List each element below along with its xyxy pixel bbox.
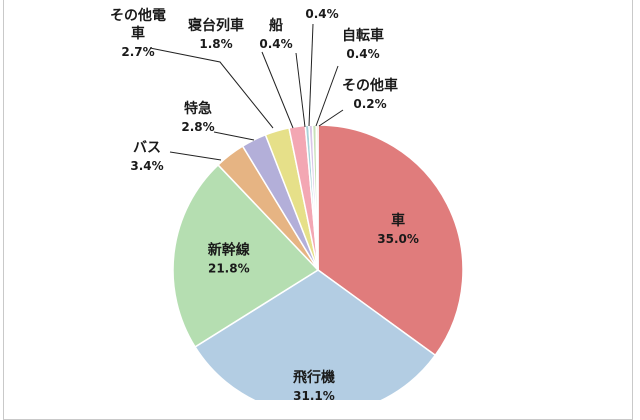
slice-label-name-6: 寝台列車 — [188, 17, 244, 34]
slice-label-value-1: 31.1% — [293, 389, 335, 400]
slice-label-value-5: 2.7% — [121, 45, 154, 59]
pie-chart: 車35.0%飛行機31.1%新幹線21.8%バス3.4%特急2.8%その他電車2… — [110, 7, 464, 400]
slice-label-name-1: 飛行機 — [292, 369, 335, 386]
leader-line-6 — [261, 51, 294, 129]
leader-line-3 — [169, 151, 222, 161]
slice-label-name-3: バス — [133, 140, 161, 156]
slice-label-name-9: 自転車 — [342, 27, 384, 44]
slice-label-value-4: 2.8% — [181, 120, 214, 134]
slice-label-name-5: その他電 — [110, 7, 166, 24]
slice-label-value-10: 0.2% — [353, 97, 386, 111]
slice-label-name-0: 車 — [391, 212, 405, 229]
leader-line-10 — [318, 109, 344, 127]
slice-label-name-5: 車 — [131, 25, 145, 42]
leader-line-8 — [308, 23, 314, 127]
slice-label-name-10: その他車 — [342, 77, 398, 94]
pie-slices — [172, 124, 464, 400]
slice-label-value-2: 21.8% — [208, 262, 250, 276]
slice-labels: 車35.0%飛行機31.1%新幹線21.8%バス3.4%特急2.8%その他電車2… — [110, 7, 419, 400]
slice-label-value-9: 0.4% — [346, 47, 379, 61]
pie-slice-0 — [317, 124, 464, 357]
leader-line-9 — [315, 65, 339, 127]
slice-label-name-2: 新幹線 — [208, 242, 250, 259]
slice-label-value-7: 0.4% — [259, 37, 292, 51]
slice-label-value-0: 35.0% — [377, 232, 419, 246]
pie-slice-1 — [194, 269, 437, 400]
slice-label-name-7: 船 — [269, 17, 283, 34]
slice-label-name-4: 特急 — [184, 100, 212, 117]
slice-label-value-3: 3.4% — [130, 159, 163, 173]
leader-line-7 — [295, 52, 306, 128]
pie-slice-2 — [172, 163, 320, 348]
slice-label-value-6: 1.8% — [199, 37, 232, 51]
leader-lines — [149, 23, 344, 161]
slice-label-value-8: 0.4% — [305, 7, 338, 21]
leader-line-4 — [213, 131, 255, 141]
leader-line-5 — [149, 47, 274, 129]
